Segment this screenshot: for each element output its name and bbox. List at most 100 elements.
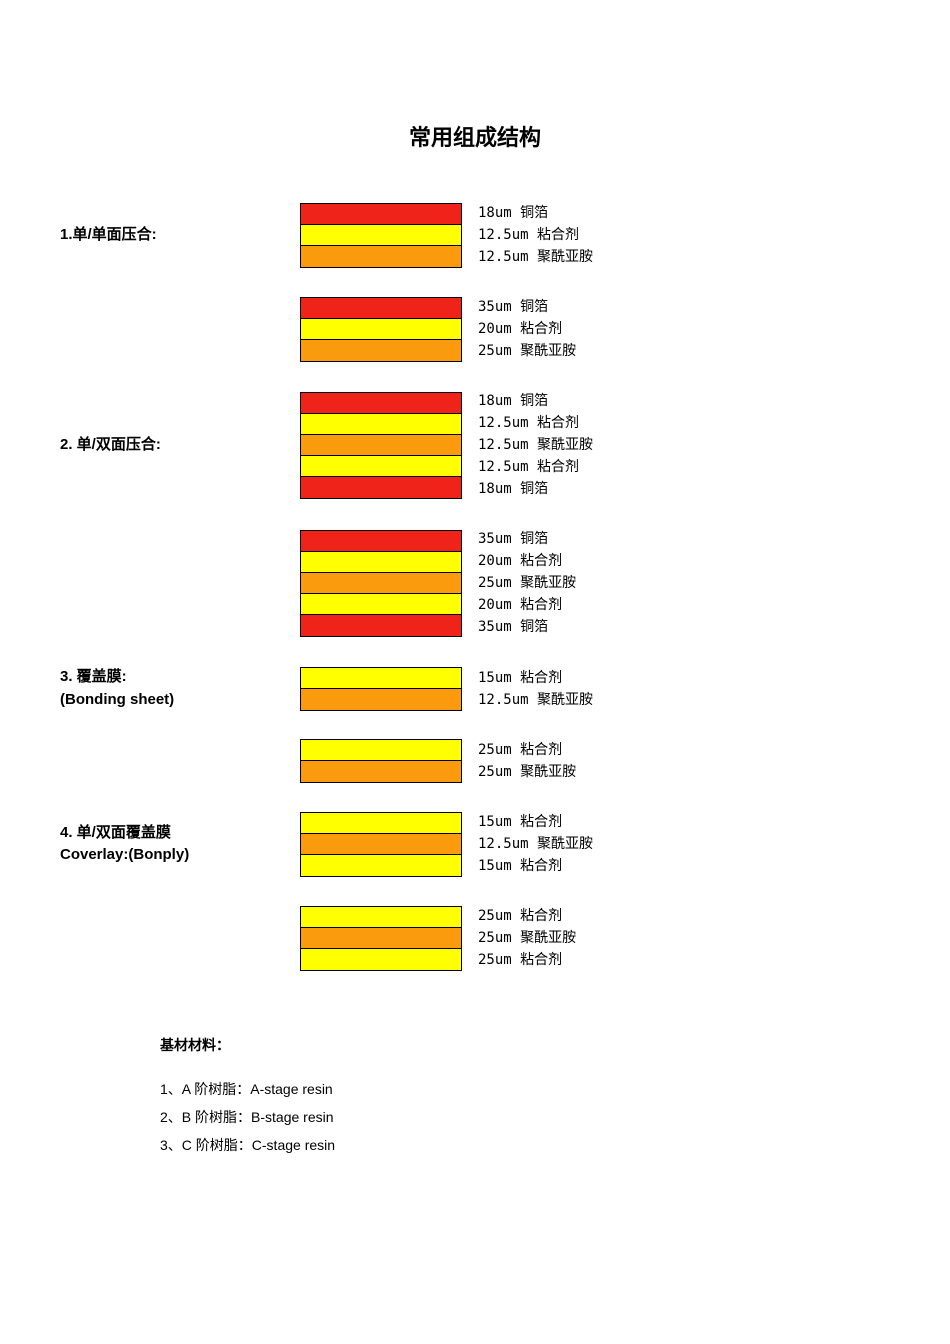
layer-row: 4. 单/双面覆盖膜Coverlay:(Bonply) 15um 粘合剂12.5u… (60, 811, 890, 877)
material-layer (301, 615, 461, 636)
stack-column (300, 812, 460, 877)
layer-labels: 35um 铜箔20um 粘合剂25um 聚酰亚胺 (460, 296, 576, 362)
layer-label: 20um 粘合剂 (478, 594, 576, 616)
layer-stack (300, 812, 462, 877)
layer-labels: 18um 铜箔12.5um 粘合剂12.5um 聚酰亚胺 (460, 202, 593, 268)
layer-label: 12.5um 粘合剂 (478, 224, 593, 246)
materials-title: 基材材料： (160, 1031, 890, 1059)
layer-label: 25um 聚酰亚胺 (478, 761, 576, 783)
page-root: 常用组成结构 1.单/单面压合:18um 铜箔12.5um 粘合剂12.5um … (0, 0, 950, 1219)
layer-label: 35um 铜箔 (478, 296, 576, 318)
layer-label: 18um 铜箔 (478, 202, 593, 224)
stack-column (300, 203, 460, 268)
layer-label: 12.5um 聚酰亚胺 (478, 689, 593, 711)
material-layer (301, 477, 461, 498)
layer-labels: 25um 粘合剂25um 聚酰亚胺25um 粘合剂 (460, 905, 576, 971)
section-label-line: 3. 覆盖膜: (60, 666, 300, 689)
materials-block: 基材材料： 1、A 阶树脂：A-stage resin2、B 阶树脂：B-sta… (160, 1031, 890, 1159)
section-label: 1.单/单面压合: (60, 224, 300, 247)
material-layer (301, 393, 461, 414)
section-label: 4. 单/双面覆盖膜Coverlay:(Bonply) (60, 822, 300, 867)
layer-row: 35um 铜箔20um 粘合剂25um 聚酰亚胺 (60, 296, 890, 362)
material-layer (301, 225, 461, 246)
layer-label: 25um 粘合剂 (478, 949, 576, 971)
layer-stack (300, 297, 462, 362)
material-layer (301, 573, 461, 594)
material-layer (301, 414, 461, 435)
layer-labels: 15um 粘合剂12.5um 聚酰亚胺15um 粘合剂 (460, 811, 593, 877)
material-layer (301, 907, 461, 928)
layer-label: 25um 聚酰亚胺 (478, 340, 576, 362)
section-label-line: Coverlay:(Bonply) (60, 844, 300, 867)
layer-stack (300, 667, 462, 711)
layer-stack (300, 530, 462, 637)
layer-label: 12.5um 粘合剂 (478, 456, 593, 478)
layer-label: 12.5um 聚酰亚胺 (478, 246, 593, 268)
layer-label: 20um 粘合剂 (478, 318, 576, 340)
layer-label: 20um 粘合剂 (478, 550, 576, 572)
material-layer (301, 456, 461, 477)
material-layer (301, 552, 461, 573)
layer-labels: 35um 铜箔20um 粘合剂25um 聚酰亚胺20um 粘合剂35um 铜箔 (460, 528, 576, 638)
section-label: 2. 单/双面压合: (60, 434, 300, 457)
layer-row: 25um 粘合剂25um 聚酰亚胺25um 粘合剂 (60, 905, 890, 971)
stack-column (300, 667, 460, 711)
material-layer (301, 834, 461, 855)
layer-label: 25um 聚酰亚胺 (478, 927, 576, 949)
materials-list: 1、A 阶树脂：A-stage resin2、B 阶树脂：B-stage res… (160, 1075, 890, 1159)
section-label-line: 4. 单/双面覆盖膜 (60, 822, 300, 845)
layer-labels: 25um 粘合剂25um 聚酰亚胺 (460, 739, 576, 783)
material-layer (301, 928, 461, 949)
layer-label: 18um 铜箔 (478, 478, 593, 500)
layer-stack (300, 392, 462, 499)
section-label-line: 2. 单/双面压合: (60, 434, 300, 457)
layer-label: 35um 铜箔 (478, 616, 576, 638)
layer-labels: 15um 粘合剂12.5um 聚酰亚胺 (460, 667, 593, 711)
layer-label: 12.5um 粘合剂 (478, 412, 593, 434)
layer-label: 15um 粘合剂 (478, 667, 593, 689)
stack-column (300, 739, 460, 783)
layer-row: 35um 铜箔20um 粘合剂25um 聚酰亚胺20um 粘合剂35um 铜箔 (60, 528, 890, 638)
material-layer (301, 204, 461, 225)
material-layer (301, 740, 461, 761)
materials-item: 3、C 阶树脂：C-stage resin (160, 1131, 890, 1159)
layer-label: 18um 铜箔 (478, 390, 593, 412)
stack-column (300, 297, 460, 362)
layer-label: 12.5um 聚酰亚胺 (478, 434, 593, 456)
layer-row: 1.单/单面压合: 18um 铜箔12.5um 粘合剂12.5um 聚酰亚胺 (60, 202, 890, 268)
layer-label: 12.5um 聚酰亚胺 (478, 833, 593, 855)
material-layer (301, 246, 461, 267)
layer-labels: 18um 铜箔12.5um 粘合剂12.5um 聚酰亚胺12.5um 粘合剂18… (460, 390, 593, 500)
layer-stack (300, 906, 462, 971)
layer-row: 3. 覆盖膜:(Bonding sheet) 15um 粘合剂12.5um 聚酰亚… (60, 666, 890, 711)
layer-label: 25um 粘合剂 (478, 905, 576, 927)
stack-column (300, 906, 460, 971)
layer-stack (300, 739, 462, 783)
material-layer (301, 298, 461, 319)
material-layer (301, 531, 461, 552)
layer-label: 35um 铜箔 (478, 528, 576, 550)
material-layer (301, 949, 461, 970)
layer-label: 15um 粘合剂 (478, 811, 593, 833)
layer-label: 25um 聚酰亚胺 (478, 572, 576, 594)
layer-label: 15um 粘合剂 (478, 855, 593, 877)
material-layer (301, 340, 461, 361)
material-layer (301, 319, 461, 340)
layer-label: 25um 粘合剂 (478, 739, 576, 761)
material-layer (301, 435, 461, 456)
section-label-line: (Bonding sheet) (60, 689, 300, 712)
stack-column (300, 530, 460, 637)
material-layer (301, 668, 461, 689)
materials-item: 1、A 阶树脂：A-stage resin (160, 1075, 890, 1103)
layer-stack (300, 203, 462, 268)
section-label: 3. 覆盖膜:(Bonding sheet) (60, 666, 300, 711)
layer-row: 25um 粘合剂25um 聚酰亚胺 (60, 739, 890, 783)
section-label-line: 1.单/单面压合: (60, 224, 300, 247)
stack-column (300, 392, 460, 499)
material-layer (301, 761, 461, 782)
page-title: 常用组成结构 (60, 120, 890, 152)
material-layer (301, 813, 461, 834)
material-layer (301, 689, 461, 710)
materials-item: 2、B 阶树脂：B-stage resin (160, 1103, 890, 1131)
material-layer (301, 855, 461, 876)
